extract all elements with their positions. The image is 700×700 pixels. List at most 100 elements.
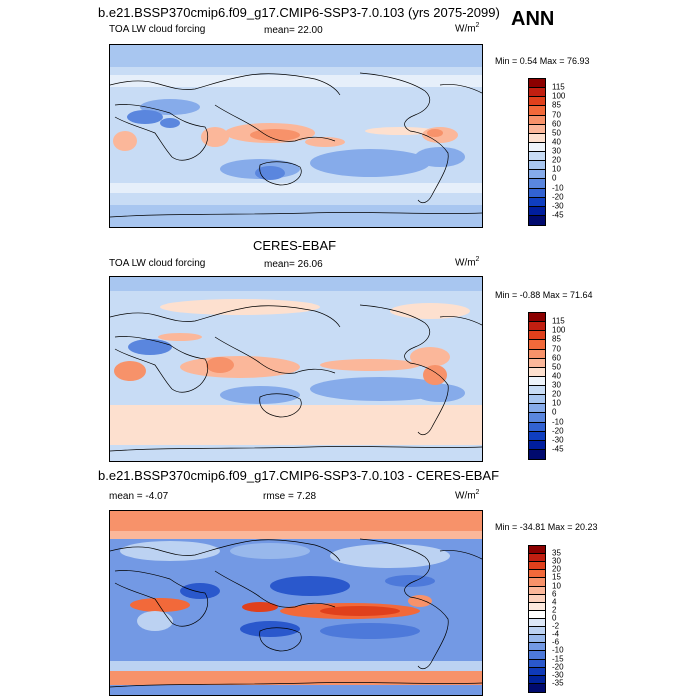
panel3-rmse-value: 7.28: [296, 491, 317, 502]
colorbar-level-label: -20: [552, 426, 564, 436]
colorbar-swatch: [529, 340, 545, 350]
panel3-map: [109, 510, 483, 696]
colorbar-swatch: [529, 386, 545, 396]
colorbar-swatch: [529, 395, 545, 405]
colorbar-level-label: 50: [552, 128, 561, 138]
colorbar-level-label: 30: [552, 556, 561, 566]
colorbar-level-label: 85: [552, 100, 561, 110]
panel1-mean: mean= 22.00: [264, 25, 323, 36]
colorbar-swatch: [529, 97, 545, 107]
panel3-mean-label: mean =: [109, 491, 143, 502]
colorbar-swatch: [529, 142, 545, 152]
colorbar-swatch: [529, 179, 545, 189]
panel2-units-sup: 2: [475, 256, 480, 263]
panel1-mean-value: 22.00: [297, 25, 323, 36]
colorbar-level-label: 0: [552, 173, 557, 183]
colorbar-swatch: [529, 618, 545, 628]
colorbar-swatch: [529, 367, 545, 377]
colorbar-swatch: [529, 586, 545, 595]
colorbar-swatch: [529, 331, 545, 341]
colorbar-level-label: 50: [552, 362, 561, 372]
panel3-title: b.e21.BSSP370cmip6.f09_g17.CMIP6-SSP3-7.…: [98, 468, 500, 483]
panel3-rmse-label: rmse =: [263, 491, 294, 502]
panel2-mean-label: mean=: [264, 259, 295, 270]
panel1-units: W/m2: [455, 22, 479, 34]
colorbar-level-label: 115: [552, 82, 565, 92]
colorbar-swatch: [529, 206, 545, 216]
colorbar-swatch: [529, 322, 545, 332]
colorbar-swatch: [529, 659, 545, 668]
colorbar-level-label: 10: [552, 164, 561, 174]
colorbar-swatch: [529, 313, 545, 323]
colorbar-swatch: [529, 431, 545, 441]
colorbar-swatch: [529, 115, 545, 125]
colorbar-level-label: -30: [552, 201, 564, 211]
colorbar-level-label: 85: [552, 334, 561, 344]
colorbar-swatch: [529, 546, 545, 555]
colorbar-swatch: [529, 106, 545, 116]
colorbar-swatch: [529, 152, 545, 162]
colorbar-level-label: 2: [552, 605, 557, 615]
colorbar-level-label: -45: [552, 210, 564, 220]
colorbar-swatch: [529, 651, 545, 660]
colorbar-level-label: 100: [552, 91, 566, 101]
panel1-mean-label: mean=: [264, 25, 295, 36]
panel3-units-sup: 2: [475, 489, 480, 496]
panel1-minmax: Min = 0.54 Max = 76.93: [495, 56, 590, 66]
colorbar-level-label: -45: [552, 444, 564, 454]
colorbar-level-label: 35: [552, 548, 561, 558]
colorbar-swatch: [529, 197, 545, 207]
colorbar-swatch: [529, 667, 545, 676]
colorbar-swatch: [529, 79, 545, 89]
colorbar-level-label: -15: [552, 654, 564, 664]
colorbar-swatch: [529, 683, 545, 692]
colorbar-swatch: [529, 170, 545, 180]
colorbar-swatch: [529, 349, 545, 359]
colorbar-level-label: 60: [552, 353, 561, 363]
panel2-minmax: Min = -0.88 Max = 71.64: [495, 290, 593, 300]
panel2-mean-value: 26.06: [297, 259, 323, 270]
panel3-units-base: W/m: [455, 490, 476, 502]
panel2-title: CERES-EBAF: [253, 238, 337, 253]
colorbar-swatch: [529, 358, 545, 368]
colorbar-level-label: -20: [552, 662, 564, 672]
colorbar-swatch: [529, 215, 545, 225]
colorbar-level-label: -20: [552, 192, 564, 202]
colorbar-swatch: [529, 578, 545, 587]
panel2-map: [109, 276, 483, 462]
panel3-mean: mean = -4.07: [109, 491, 168, 502]
colorbar-level-label: -6: [552, 637, 560, 647]
colorbar-swatch: [529, 562, 545, 571]
panel1-units-sup: 2: [475, 22, 480, 29]
colorbar-level-label: 40: [552, 137, 561, 147]
panel1-title: b.e21.BSSP370cmip6.f09_g17.CMIP6-SSP3-7.…: [98, 5, 500, 20]
colorbar-swatch: [529, 602, 545, 611]
colorbar-swatch: [529, 404, 545, 414]
colorbar-swatch: [529, 570, 545, 579]
colorbar-level-label: 70: [552, 344, 561, 353]
colorbar-swatch: [529, 88, 545, 98]
colorbar-level-label: 40: [552, 371, 561, 381]
colorbar-swatch: [529, 554, 545, 563]
colorbar-swatch: [529, 124, 545, 134]
colorbar-level-label: 10: [552, 581, 561, 591]
colorbar-level-label: -10: [552, 645, 564, 655]
colorbar-level-label: 4: [552, 597, 557, 607]
panel3-mean-value: -4.07: [145, 491, 169, 502]
panel3-units: W/m2: [455, 489, 479, 501]
colorbar-level-label: 60: [552, 119, 561, 129]
colorbar-level-label: 20: [552, 389, 561, 399]
colorbar-swatch: [529, 422, 545, 432]
colorbar-swatch: [529, 376, 545, 386]
colorbar-level-label: 100: [552, 325, 566, 335]
colorbar-swatch: [529, 440, 545, 450]
panel2-mean: mean= 26.06: [264, 259, 323, 270]
colorbar-level-label: -10: [552, 183, 564, 192]
colorbar-level-label: 70: [552, 110, 561, 119]
panel1-map: [109, 44, 483, 228]
colorbar-swatch: [529, 161, 545, 171]
panel2-variable-label: TOA LW cloud forcing: [109, 258, 206, 269]
colorbar-level-label: 20: [552, 155, 561, 165]
panel2-colorbar: [528, 312, 546, 460]
colorbar-level-label: 10: [552, 398, 561, 408]
